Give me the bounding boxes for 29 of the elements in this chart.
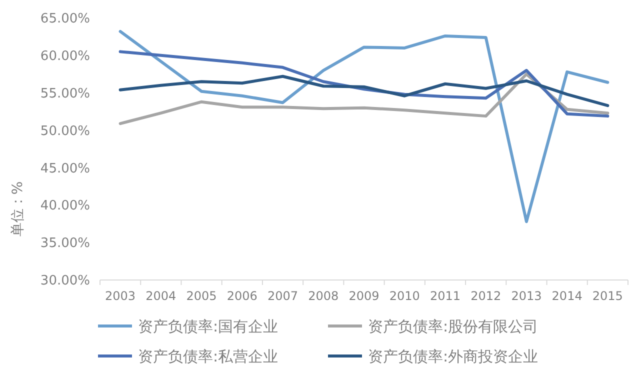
legend-label: 资产负债率:国有企业 — [138, 317, 278, 336]
x-tick-label: 2006 — [226, 289, 258, 303]
y-tick-label: 60.00% — [40, 48, 90, 64]
x-tick-label: 2010 — [389, 289, 420, 303]
y-tick-label: 45.00% — [40, 161, 90, 176]
x-tick-label: 2008 — [308, 289, 339, 303]
y-tick-label: 50.00% — [40, 124, 90, 139]
x-tick-label: 2012 — [470, 289, 502, 303]
y-axis-title: 单位：% — [10, 181, 26, 237]
y-tick-label: 55.00% — [40, 86, 90, 102]
line-series — [118, 74, 610, 108]
x-tick-label: 2005 — [186, 289, 217, 303]
y-tick-label: 65.00% — [40, 12, 90, 27]
y-tick-label: 30.00% — [40, 274, 90, 289]
x-tick-label: 2014 — [552, 289, 582, 303]
x-tick-label: 2013 — [511, 289, 542, 303]
line-series — [118, 30, 610, 224]
x-tick-label: 2015 — [592, 289, 623, 303]
legend-label: 资产负债率:外商投资企业 — [368, 347, 538, 366]
legend-label: 资产负债率:私营企业 — [138, 347, 278, 366]
x-tick-label: 2009 — [348, 289, 380, 303]
y-tick-label: 40.00% — [40, 198, 90, 214]
x-tick-label: 2007 — [267, 289, 298, 303]
legend-label: 资产负债率:股份有限公司 — [368, 317, 538, 336]
y-tick-label: 35.00% — [40, 236, 90, 252]
x-tick-label: 2003 — [105, 289, 136, 303]
line-series — [118, 72, 610, 126]
x-tick-label: 2011 — [430, 289, 461, 303]
x-tick-label: 2004 — [146, 289, 176, 303]
